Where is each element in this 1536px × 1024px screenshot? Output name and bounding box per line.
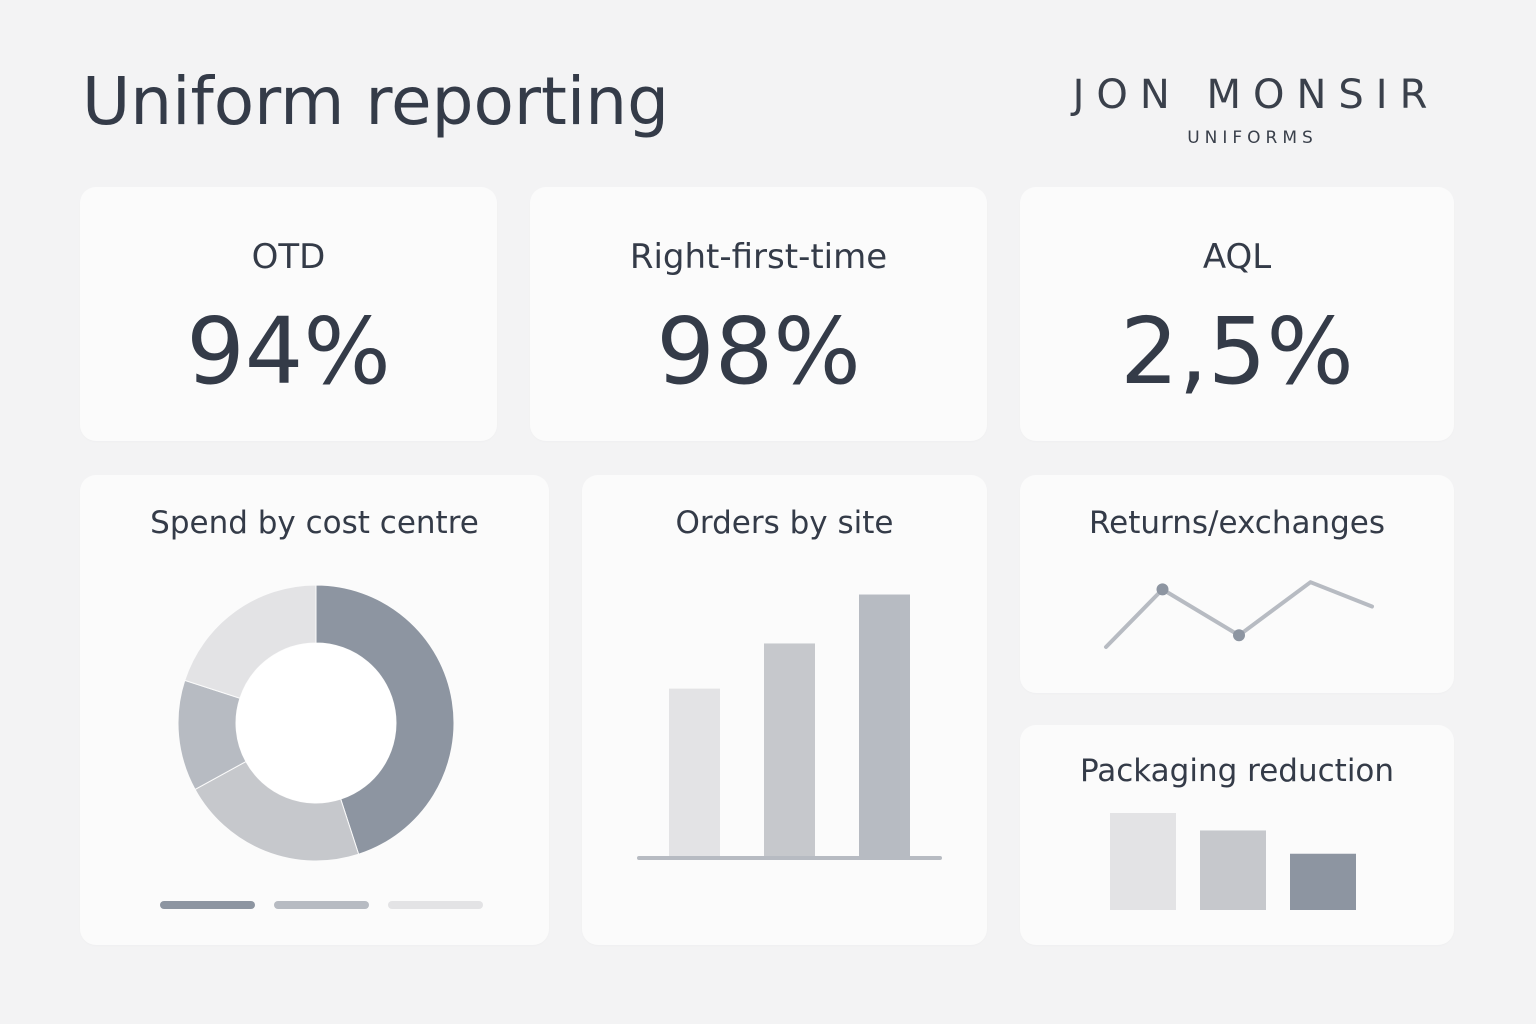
bar — [764, 643, 815, 858]
orders-by-site-card[interactable]: Orders by site — [582, 475, 987, 945]
chart-title: Returns/exchanges — [1088, 505, 1386, 541]
page-title: Uniform reporting — [82, 63, 669, 140]
line-chart — [1104, 580, 1374, 649]
bar-chart — [637, 594, 942, 860]
kpi-label: OTD — [251, 237, 326, 277]
chart-title: Spend by cost centre — [150, 505, 479, 541]
legend-swatch — [274, 901, 369, 909]
bar — [859, 594, 910, 858]
bar-chart — [1110, 813, 1356, 910]
returns-exchanges-card[interactable]: Returns/exchanges — [1020, 475, 1454, 693]
bar — [1290, 853, 1356, 910]
data-point — [1156, 583, 1169, 596]
brand-subtitle: UNIFORMS — [1187, 128, 1318, 148]
donut-chart — [160, 584, 483, 909]
spend-by-cost-centre-card[interactable]: Spend by cost centre — [80, 475, 549, 945]
brand-logo: JON MONSIR UNIFORMS — [1030, 70, 1470, 148]
kpi-value: 2,5% — [1120, 298, 1354, 405]
brand-name: JON MONSIR — [1072, 72, 1440, 118]
bar — [669, 688, 720, 858]
donut-hole — [236, 643, 396, 803]
legend-swatch — [388, 901, 483, 909]
bar — [1110, 813, 1176, 910]
kpi-value: 94% — [186, 298, 391, 405]
chart-title: Orders by site — [675, 505, 894, 541]
kpi-card-right-first-time[interactable]: Right-first-time 98% — [530, 187, 987, 441]
kpi-value: 98% — [656, 298, 861, 405]
chart-title: Packaging reduction — [1079, 753, 1395, 789]
packaging-reduction-card[interactable]: Packaging reduction — [1020, 725, 1454, 945]
legend-swatch — [160, 901, 255, 909]
data-point — [1233, 629, 1245, 642]
kpi-label: AQL — [1202, 237, 1272, 277]
bar — [1200, 830, 1266, 910]
kpi-card-otd[interactable]: OTD 94% — [80, 187, 497, 441]
kpi-card-aql[interactable]: AQL 2,5% — [1020, 187, 1454, 441]
kpi-label: Right-first-time — [629, 237, 888, 277]
